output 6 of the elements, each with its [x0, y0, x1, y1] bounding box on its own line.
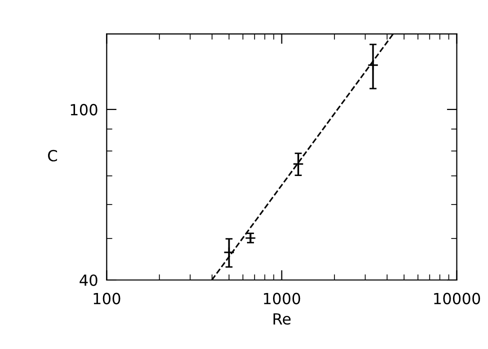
- x-tick-label: 10000: [434, 292, 480, 304]
- x-tick-label: 100: [94, 292, 120, 304]
- x-axis-title: Re: [274, 313, 291, 325]
- y-tick-label: 40: [80, 274, 98, 286]
- y-axis-title: C: [48, 150, 58, 162]
- x-tick-label: 1000: [264, 292, 300, 304]
